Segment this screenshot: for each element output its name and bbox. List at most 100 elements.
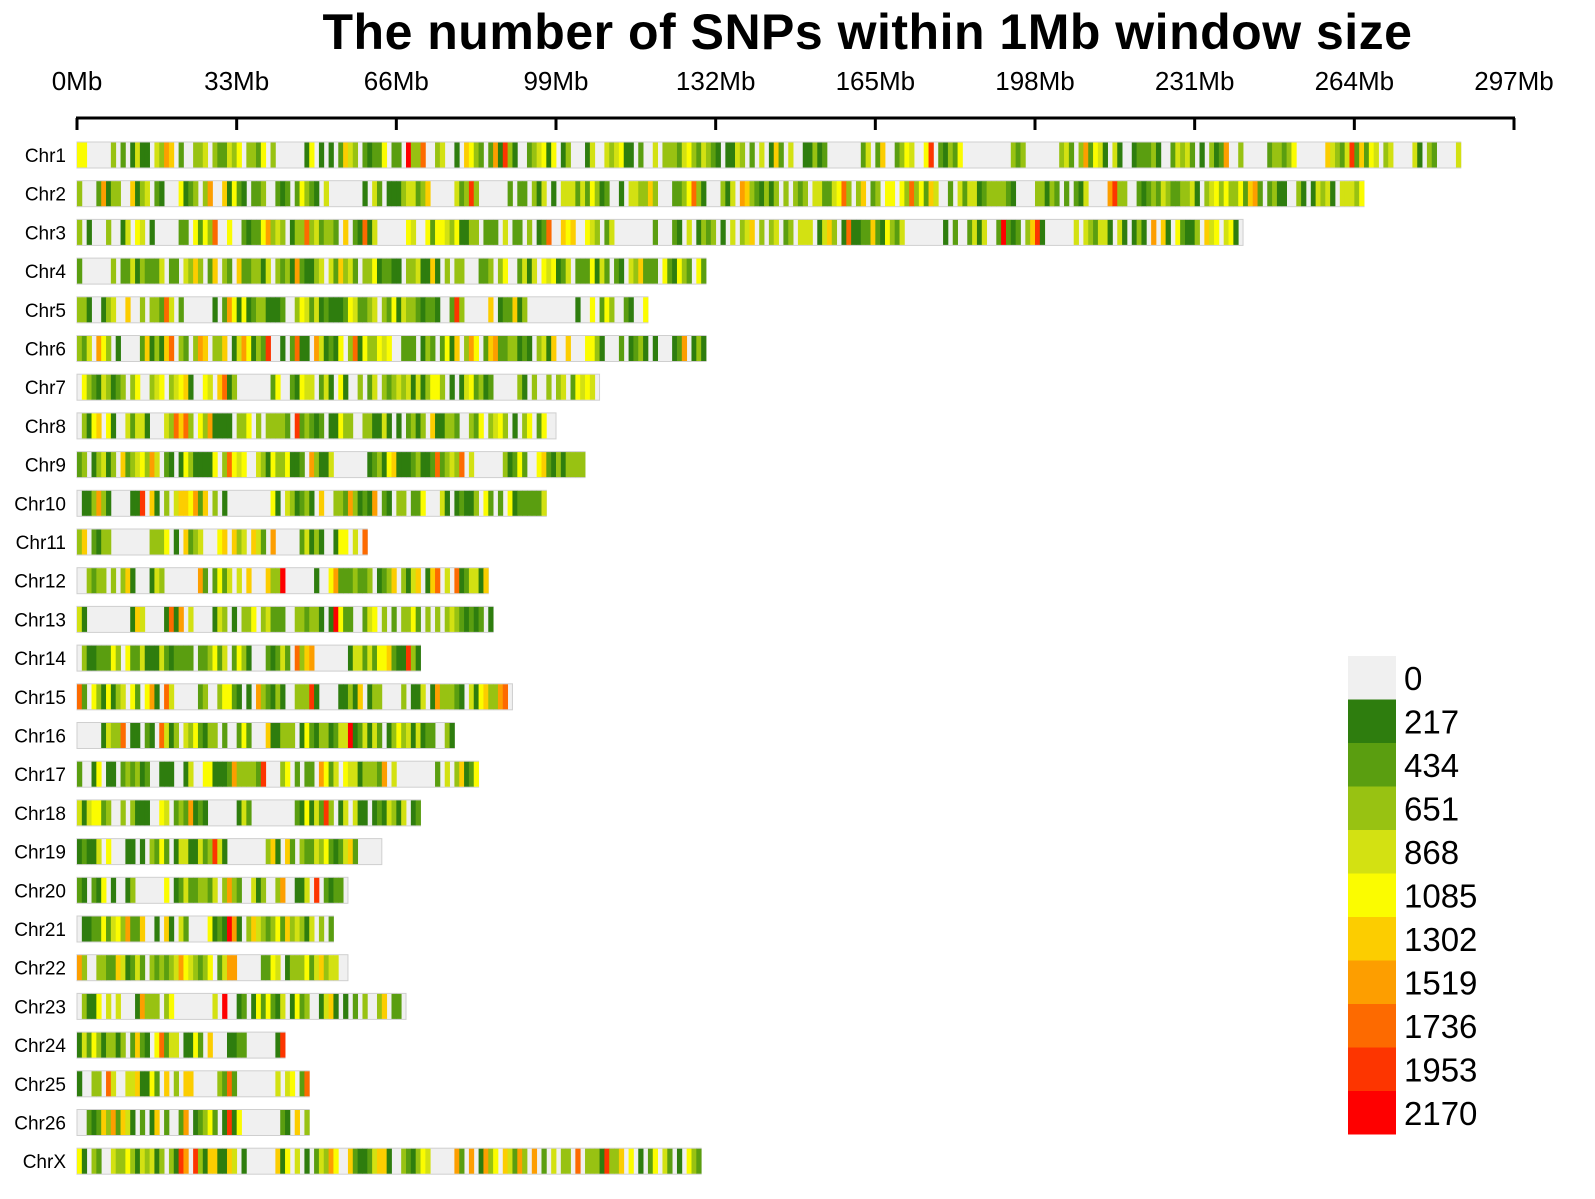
snp-window bbox=[149, 645, 155, 671]
snp-window bbox=[260, 955, 267, 981]
snp-window bbox=[730, 142, 736, 168]
snp-window bbox=[701, 258, 707, 284]
snp-window bbox=[197, 219, 204, 245]
snp-window bbox=[739, 142, 746, 168]
snp-window bbox=[444, 568, 450, 594]
snp-window bbox=[497, 684, 504, 710]
snp-window bbox=[459, 181, 465, 207]
snp-window bbox=[91, 645, 97, 671]
snp-window bbox=[144, 142, 150, 168]
snp-window bbox=[149, 1110, 155, 1135]
snp-window bbox=[768, 181, 775, 207]
snp-window bbox=[299, 606, 305, 632]
snp-window bbox=[812, 142, 818, 168]
snp-window bbox=[817, 219, 823, 245]
snp-window bbox=[299, 800, 305, 826]
snp-window bbox=[502, 219, 509, 245]
snp-window bbox=[96, 839, 102, 865]
snp-window bbox=[106, 723, 112, 748]
snp-window bbox=[188, 258, 194, 284]
snp-window bbox=[386, 490, 392, 516]
snp-window bbox=[154, 490, 160, 516]
chart-title: The number of SNPs within 1Mb window siz… bbox=[322, 4, 1413, 60]
snp-window bbox=[77, 877, 83, 903]
snp-window bbox=[415, 684, 421, 710]
snp-window bbox=[222, 413, 228, 439]
snp-window bbox=[352, 839, 359, 865]
snp-window bbox=[197, 490, 204, 516]
snp-window bbox=[410, 800, 417, 826]
snp-window bbox=[294, 1148, 300, 1174]
snp-window bbox=[749, 219, 755, 245]
snp-window bbox=[197, 529, 204, 555]
snp-window bbox=[1330, 181, 1336, 207]
snp-window bbox=[197, 723, 204, 748]
snp-window bbox=[323, 181, 329, 207]
snp-window bbox=[1388, 142, 1394, 168]
snp-window bbox=[376, 800, 383, 826]
snp-window bbox=[222, 374, 228, 400]
snp-window bbox=[589, 219, 596, 245]
snp-window bbox=[178, 374, 184, 400]
snp-window bbox=[207, 374, 213, 400]
snp-window bbox=[420, 1148, 426, 1174]
snp-window bbox=[289, 219, 296, 245]
snp-window bbox=[599, 297, 605, 323]
snp-window bbox=[1272, 181, 1278, 207]
snp-window bbox=[483, 336, 489, 361]
snp-window bbox=[343, 839, 349, 865]
snp-window bbox=[294, 916, 300, 942]
snp-window bbox=[270, 955, 276, 981]
snp-window bbox=[328, 258, 334, 284]
snp-window bbox=[488, 684, 494, 710]
snp-window bbox=[294, 761, 300, 787]
legend-label: 434 bbox=[1404, 747, 1459, 784]
snp-window bbox=[270, 839, 276, 865]
snp-window bbox=[526, 142, 533, 168]
snp-window bbox=[207, 723, 213, 748]
snp-window bbox=[260, 761, 267, 787]
snp-window bbox=[333, 606, 339, 632]
snp-window bbox=[396, 374, 402, 400]
snp-window bbox=[96, 490, 102, 516]
snp-window bbox=[183, 413, 189, 439]
chromosome-label: Chr5 bbox=[25, 301, 66, 322]
snp-window bbox=[560, 258, 567, 284]
snp-window bbox=[822, 219, 828, 245]
snp-window bbox=[110, 142, 117, 168]
snp-window bbox=[488, 336, 494, 361]
snp-window bbox=[212, 219, 218, 245]
snp-window bbox=[188, 955, 194, 981]
snp-window bbox=[110, 258, 117, 284]
snp-window bbox=[130, 1071, 136, 1097]
snp-window bbox=[681, 142, 688, 168]
snp-window bbox=[299, 993, 305, 1019]
snp-window bbox=[488, 374, 494, 400]
snp-window bbox=[454, 258, 460, 284]
snp-window bbox=[401, 723, 407, 748]
snp-window bbox=[338, 877, 344, 903]
snp-window bbox=[560, 1148, 567, 1174]
snp-window bbox=[135, 1148, 141, 1174]
snp-window bbox=[367, 142, 373, 168]
snp-window bbox=[222, 955, 228, 981]
snp-window bbox=[638, 336, 644, 361]
snp-window bbox=[328, 336, 334, 361]
snp-window bbox=[197, 142, 204, 168]
snp-window bbox=[130, 645, 136, 671]
snp-window bbox=[517, 181, 523, 207]
snp-window bbox=[386, 181, 392, 207]
snp-window bbox=[410, 684, 417, 710]
snp-window bbox=[502, 452, 509, 478]
snp-window bbox=[285, 452, 291, 478]
snp-window bbox=[372, 336, 378, 361]
snp-window bbox=[294, 684, 300, 710]
snp-window bbox=[628, 142, 634, 168]
snp-window bbox=[889, 181, 896, 207]
snp-window bbox=[197, 645, 204, 671]
snp-window bbox=[96, 645, 102, 671]
snp-window bbox=[1368, 142, 1375, 168]
snp-window bbox=[149, 1148, 155, 1174]
snp-window bbox=[197, 258, 204, 284]
snp-window bbox=[236, 568, 242, 594]
